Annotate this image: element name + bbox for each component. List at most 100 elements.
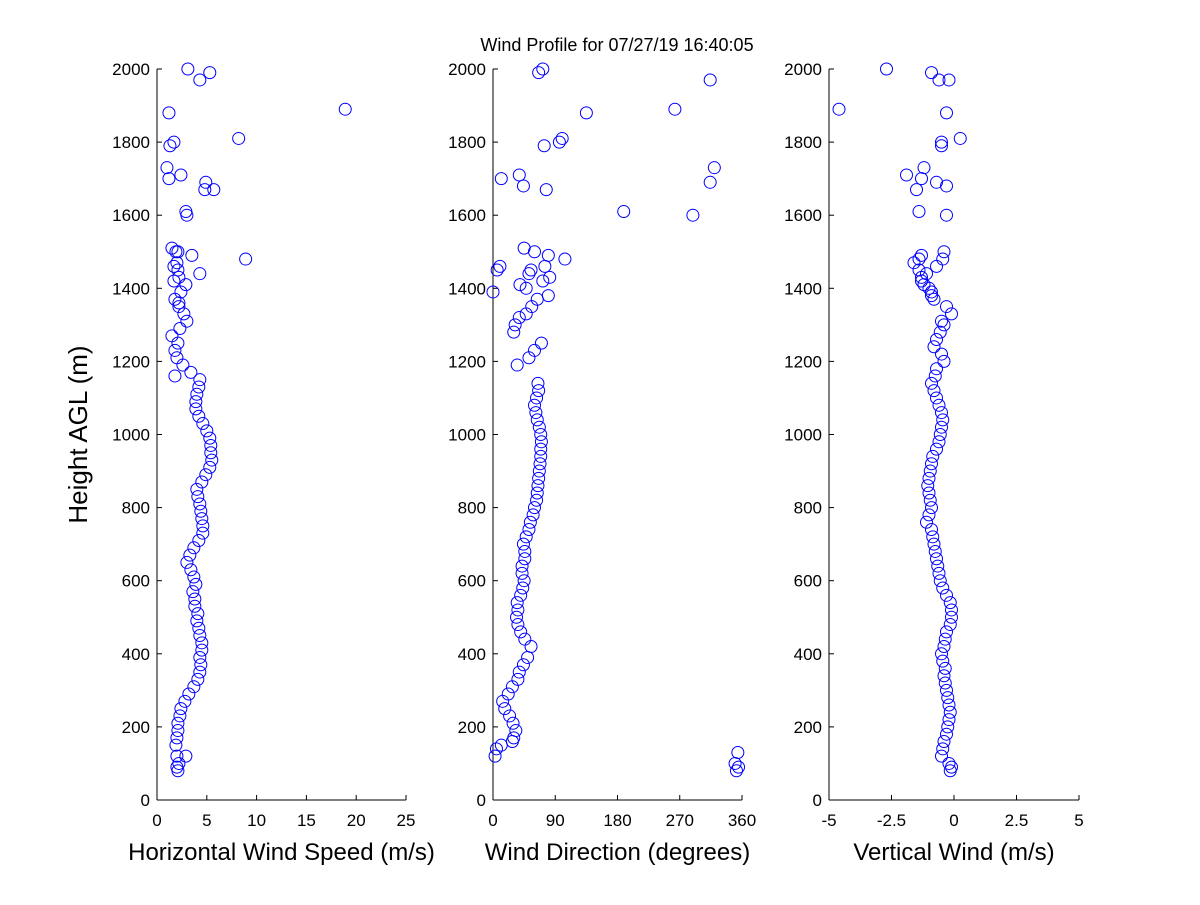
data-point: [507, 731, 521, 745]
y-tick-label: 1800: [784, 133, 822, 152]
data-point: [169, 738, 183, 752]
y-axis-title: Height AGL (m): [63, 345, 93, 523]
data-point: [729, 764, 743, 778]
data-point: [935, 406, 948, 420]
data-point: [920, 515, 933, 529]
x-tick-label: 5: [202, 811, 211, 830]
y-tick-label: 2000: [112, 60, 150, 79]
data-point: [552, 135, 566, 149]
y-tick-label: 1800: [112, 133, 150, 152]
data-point: [232, 131, 246, 145]
data-point: [199, 175, 213, 189]
data-point: [555, 131, 569, 145]
data-point: [703, 73, 717, 87]
data-point: [940, 208, 953, 222]
data-point: [926, 530, 940, 544]
data-point: [193, 267, 207, 281]
data-point: [518, 552, 532, 566]
data-point: [936, 413, 950, 427]
data-point: [516, 537, 530, 551]
data-point: [925, 523, 938, 537]
data-point: [204, 446, 218, 460]
data-point: [926, 449, 940, 463]
data-point: [515, 559, 529, 573]
data-point: [181, 62, 195, 76]
data-point: [536, 62, 550, 76]
data-point: [529, 406, 543, 420]
data-point: [933, 428, 947, 441]
y-tick-label: 1400: [112, 279, 150, 298]
data-point: [167, 135, 181, 149]
data-point: [932, 73, 946, 87]
data-point: [171, 336, 185, 350]
x-tick-label: 20: [347, 811, 366, 830]
y-tick-label: 1200: [784, 352, 822, 371]
data-point: [517, 241, 531, 255]
data-point: [204, 438, 218, 452]
data-point: [521, 650, 535, 664]
data-point: [935, 135, 948, 149]
data-point: [915, 248, 928, 262]
data-point: [930, 391, 943, 405]
data-point: [686, 208, 700, 222]
x-tick-label: 90: [546, 811, 565, 830]
data-point: [494, 172, 508, 186]
data-point: [938, 661, 952, 675]
data-point: [945, 760, 958, 774]
data-point: [192, 409, 206, 423]
data-point: [194, 504, 208, 518]
data-point: [173, 709, 187, 723]
data-point: [532, 66, 546, 80]
data-point: [925, 376, 938, 390]
figure-title: Wind Profile for 07/27/19 16:40:05: [480, 35, 753, 55]
data-point: [179, 205, 193, 219]
y-tick-label: 1800: [448, 133, 486, 152]
data-point: [203, 66, 217, 80]
data-point: [522, 523, 536, 537]
data-point: [930, 362, 943, 376]
data-point: [530, 493, 544, 507]
data-point: [183, 548, 197, 562]
data-point: [338, 102, 352, 116]
data-point: [174, 285, 188, 299]
data-point: [171, 245, 185, 259]
data-point: [533, 457, 547, 471]
data-point: [528, 343, 541, 357]
data-point: [530, 391, 544, 405]
data-point: [194, 658, 208, 672]
data-point: [935, 314, 948, 328]
y-tick-label: 400: [122, 645, 150, 664]
data-point: [937, 735, 951, 749]
data-point: [921, 479, 935, 493]
data-point: [186, 585, 200, 599]
data-point: [920, 267, 933, 281]
data-point: [193, 629, 207, 643]
x-tick-label: -2.5: [877, 811, 906, 830]
data-point: [163, 139, 177, 153]
data-point: [195, 512, 209, 526]
data-point: [188, 599, 202, 613]
data-point: [239, 252, 253, 266]
data-point: [207, 183, 221, 197]
data-point: [933, 325, 947, 339]
y-tick-label: 1200: [112, 352, 150, 371]
data-point: [528, 398, 541, 412]
data-point: [936, 252, 950, 266]
data-point: [190, 482, 204, 496]
data-point: [933, 574, 947, 588]
data-point: [943, 596, 957, 610]
data-point: [530, 486, 544, 500]
data-point: [172, 756, 186, 770]
y-tick-label: 0: [141, 791, 150, 810]
data-point: [511, 603, 525, 617]
data-point: [923, 464, 937, 478]
data-point: [531, 479, 545, 493]
data-point: [935, 420, 948, 434]
data-point: [516, 581, 530, 595]
data-point: [508, 318, 522, 332]
data-point: [182, 687, 196, 701]
x-tick-label: 0: [152, 811, 161, 830]
data-point: [179, 749, 193, 763]
data-point: [519, 530, 533, 544]
data-point: [168, 369, 182, 383]
